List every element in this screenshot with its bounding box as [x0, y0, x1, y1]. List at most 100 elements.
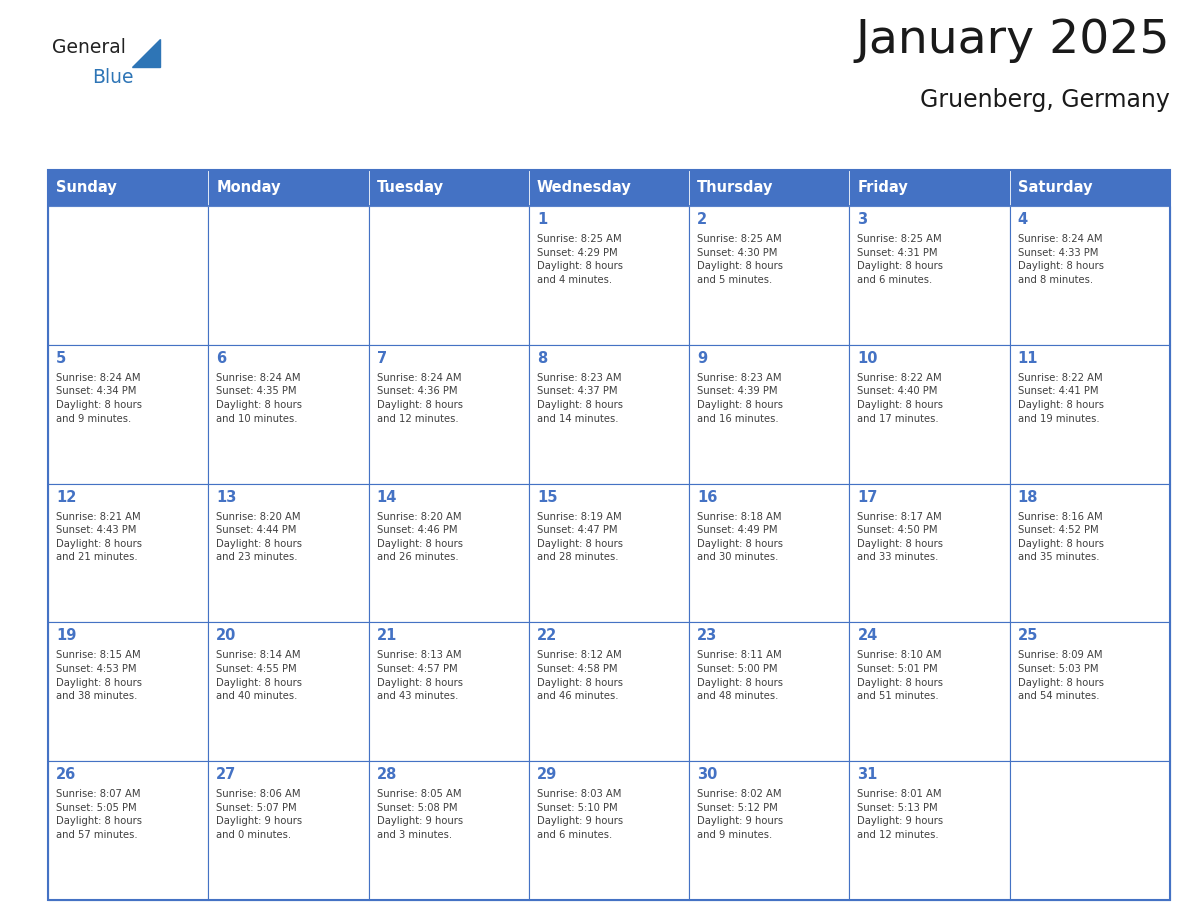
Text: Wednesday: Wednesday: [537, 181, 632, 196]
Text: 11: 11: [1018, 351, 1038, 365]
Text: Sunrise: 8:25 AM
Sunset: 4:29 PM
Daylight: 8 hours
and 4 minutes.: Sunrise: 8:25 AM Sunset: 4:29 PM Dayligh…: [537, 234, 623, 285]
Text: Sunrise: 8:16 AM
Sunset: 4:52 PM
Daylight: 8 hours
and 35 minutes.: Sunrise: 8:16 AM Sunset: 4:52 PM Dayligh…: [1018, 511, 1104, 563]
Bar: [48, 761, 208, 900]
Bar: [48, 170, 1170, 900]
Text: 12: 12: [56, 489, 76, 505]
Text: Tuesday: Tuesday: [377, 181, 443, 196]
Text: 20: 20: [216, 629, 236, 644]
Bar: [849, 761, 1010, 900]
Text: Sunrise: 8:25 AM
Sunset: 4:31 PM
Daylight: 8 hours
and 6 minutes.: Sunrise: 8:25 AM Sunset: 4:31 PM Dayligh…: [858, 234, 943, 285]
Text: 1: 1: [537, 212, 548, 227]
Bar: [849, 484, 1010, 622]
Text: Sunrise: 8:18 AM
Sunset: 4:49 PM
Daylight: 8 hours
and 30 minutes.: Sunrise: 8:18 AM Sunset: 4:49 PM Dayligh…: [697, 511, 783, 563]
Bar: [689, 484, 849, 622]
Text: Sunrise: 8:22 AM
Sunset: 4:41 PM
Daylight: 8 hours
and 19 minutes.: Sunrise: 8:22 AM Sunset: 4:41 PM Dayligh…: [1018, 373, 1104, 423]
Text: Sunrise: 8:11 AM
Sunset: 5:00 PM
Daylight: 8 hours
and 48 minutes.: Sunrise: 8:11 AM Sunset: 5:00 PM Dayligh…: [697, 650, 783, 701]
Bar: [1010, 345, 1170, 484]
Text: Sunrise: 8:22 AM
Sunset: 4:40 PM
Daylight: 8 hours
and 17 minutes.: Sunrise: 8:22 AM Sunset: 4:40 PM Dayligh…: [858, 373, 943, 423]
Text: 24: 24: [858, 629, 878, 644]
Text: Thursday: Thursday: [697, 181, 773, 196]
Bar: [368, 206, 529, 345]
Text: 22: 22: [537, 629, 557, 644]
Text: 30: 30: [697, 767, 718, 782]
Text: 8: 8: [537, 351, 548, 365]
Bar: [849, 206, 1010, 345]
Text: 9: 9: [697, 351, 707, 365]
Text: 16: 16: [697, 489, 718, 505]
Text: 14: 14: [377, 489, 397, 505]
Bar: [689, 622, 849, 761]
Text: Sunrise: 8:24 AM
Sunset: 4:36 PM
Daylight: 8 hours
and 12 minutes.: Sunrise: 8:24 AM Sunset: 4:36 PM Dayligh…: [377, 373, 462, 423]
Text: Sunrise: 8:06 AM
Sunset: 5:07 PM
Daylight: 9 hours
and 0 minutes.: Sunrise: 8:06 AM Sunset: 5:07 PM Dayligh…: [216, 789, 303, 840]
Bar: [48, 206, 208, 345]
Bar: [529, 170, 689, 206]
Text: 27: 27: [216, 767, 236, 782]
Text: 21: 21: [377, 629, 397, 644]
Bar: [368, 170, 529, 206]
Bar: [368, 622, 529, 761]
Text: Sunday: Sunday: [56, 181, 116, 196]
Bar: [529, 761, 689, 900]
Bar: [1010, 622, 1170, 761]
Bar: [1010, 484, 1170, 622]
Bar: [689, 206, 849, 345]
Text: Sunrise: 8:24 AM
Sunset: 4:33 PM
Daylight: 8 hours
and 8 minutes.: Sunrise: 8:24 AM Sunset: 4:33 PM Dayligh…: [1018, 234, 1104, 285]
Text: 18: 18: [1018, 489, 1038, 505]
Bar: [208, 345, 368, 484]
Bar: [48, 170, 1170, 206]
Text: Blue: Blue: [91, 68, 133, 87]
Bar: [48, 622, 208, 761]
Bar: [1010, 206, 1170, 345]
Bar: [48, 170, 208, 206]
Text: Sunrise: 8:14 AM
Sunset: 4:55 PM
Daylight: 8 hours
and 40 minutes.: Sunrise: 8:14 AM Sunset: 4:55 PM Dayligh…: [216, 650, 302, 701]
Text: January 2025: January 2025: [855, 18, 1170, 63]
Text: Gruenberg, Germany: Gruenberg, Germany: [921, 88, 1170, 112]
Text: Sunrise: 8:17 AM
Sunset: 4:50 PM
Daylight: 8 hours
and 33 minutes.: Sunrise: 8:17 AM Sunset: 4:50 PM Dayligh…: [858, 511, 943, 563]
Text: 19: 19: [56, 629, 76, 644]
Bar: [208, 206, 368, 345]
Bar: [529, 622, 689, 761]
Bar: [529, 345, 689, 484]
Bar: [529, 484, 689, 622]
Bar: [48, 484, 208, 622]
Polygon shape: [132, 39, 160, 67]
Text: Saturday: Saturday: [1018, 181, 1092, 196]
Text: 3: 3: [858, 212, 867, 227]
Text: 28: 28: [377, 767, 397, 782]
Text: Monday: Monday: [216, 181, 280, 196]
Text: Sunrise: 8:01 AM
Sunset: 5:13 PM
Daylight: 9 hours
and 12 minutes.: Sunrise: 8:01 AM Sunset: 5:13 PM Dayligh…: [858, 789, 943, 840]
Bar: [689, 170, 849, 206]
Bar: [689, 345, 849, 484]
Text: Sunrise: 8:19 AM
Sunset: 4:47 PM
Daylight: 8 hours
and 28 minutes.: Sunrise: 8:19 AM Sunset: 4:47 PM Dayligh…: [537, 511, 623, 563]
Bar: [208, 484, 368, 622]
Text: Friday: Friday: [858, 181, 908, 196]
Text: 7: 7: [377, 351, 387, 365]
Bar: [368, 761, 529, 900]
Text: 25: 25: [1018, 629, 1038, 644]
Text: Sunrise: 8:09 AM
Sunset: 5:03 PM
Daylight: 8 hours
and 54 minutes.: Sunrise: 8:09 AM Sunset: 5:03 PM Dayligh…: [1018, 650, 1104, 701]
Text: Sunrise: 8:20 AM
Sunset: 4:44 PM
Daylight: 8 hours
and 23 minutes.: Sunrise: 8:20 AM Sunset: 4:44 PM Dayligh…: [216, 511, 302, 563]
Bar: [368, 484, 529, 622]
Text: 13: 13: [216, 489, 236, 505]
Text: Sunrise: 8:23 AM
Sunset: 4:37 PM
Daylight: 8 hours
and 14 minutes.: Sunrise: 8:23 AM Sunset: 4:37 PM Dayligh…: [537, 373, 623, 423]
Bar: [208, 170, 368, 206]
Text: 10: 10: [858, 351, 878, 365]
Bar: [849, 170, 1010, 206]
Text: Sunrise: 8:15 AM
Sunset: 4:53 PM
Daylight: 8 hours
and 38 minutes.: Sunrise: 8:15 AM Sunset: 4:53 PM Dayligh…: [56, 650, 143, 701]
Text: Sunrise: 8:24 AM
Sunset: 4:35 PM
Daylight: 8 hours
and 10 minutes.: Sunrise: 8:24 AM Sunset: 4:35 PM Dayligh…: [216, 373, 302, 423]
Text: 29: 29: [537, 767, 557, 782]
Text: 2: 2: [697, 212, 707, 227]
Text: Sunrise: 8:23 AM
Sunset: 4:39 PM
Daylight: 8 hours
and 16 minutes.: Sunrise: 8:23 AM Sunset: 4:39 PM Dayligh…: [697, 373, 783, 423]
Bar: [1010, 761, 1170, 900]
Text: Sunrise: 8:21 AM
Sunset: 4:43 PM
Daylight: 8 hours
and 21 minutes.: Sunrise: 8:21 AM Sunset: 4:43 PM Dayligh…: [56, 511, 143, 563]
Text: Sunrise: 8:07 AM
Sunset: 5:05 PM
Daylight: 8 hours
and 57 minutes.: Sunrise: 8:07 AM Sunset: 5:05 PM Dayligh…: [56, 789, 143, 840]
Text: Sunrise: 8:05 AM
Sunset: 5:08 PM
Daylight: 9 hours
and 3 minutes.: Sunrise: 8:05 AM Sunset: 5:08 PM Dayligh…: [377, 789, 462, 840]
Text: 26: 26: [56, 767, 76, 782]
Text: Sunrise: 8:25 AM
Sunset: 4:30 PM
Daylight: 8 hours
and 5 minutes.: Sunrise: 8:25 AM Sunset: 4:30 PM Dayligh…: [697, 234, 783, 285]
Bar: [689, 761, 849, 900]
Bar: [1010, 170, 1170, 206]
Text: 15: 15: [537, 489, 557, 505]
Text: General: General: [52, 38, 126, 57]
Text: Sunrise: 8:12 AM
Sunset: 4:58 PM
Daylight: 8 hours
and 46 minutes.: Sunrise: 8:12 AM Sunset: 4:58 PM Dayligh…: [537, 650, 623, 701]
Text: Sunrise: 8:24 AM
Sunset: 4:34 PM
Daylight: 8 hours
and 9 minutes.: Sunrise: 8:24 AM Sunset: 4:34 PM Dayligh…: [56, 373, 143, 423]
